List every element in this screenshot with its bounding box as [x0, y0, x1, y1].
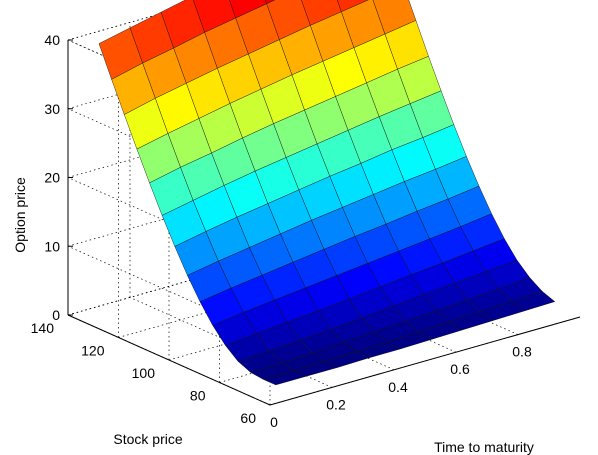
y-tick-label: 140 [31, 320, 55, 336]
surface-layer [98, 0, 556, 386]
y-tick-label: 60 [240, 410, 256, 426]
grid-line [67, 314, 271, 406]
z-tick-label: 30 [44, 101, 60, 117]
y-axis-label: Stock price [113, 431, 182, 447]
x-tick-label: 0.8 [512, 344, 532, 360]
x-tick-label: 0.4 [388, 379, 408, 395]
box-edge [269, 316, 581, 406]
x-tick-label: 0.6 [450, 361, 470, 377]
y-tick-label: 120 [81, 343, 105, 359]
z-tick-label: 40 [44, 32, 60, 48]
z-tick-label: 0 [52, 307, 60, 323]
x-tick-label: 0 [270, 414, 278, 430]
z-axis-label: Option price [12, 177, 28, 253]
z-tick-label: 10 [44, 238, 60, 254]
y-tick-label: 80 [190, 388, 206, 404]
x-axis-label: Time to maturity [434, 439, 534, 455]
z-tick-label: 20 [44, 170, 60, 186]
x-tick-label: 0.2 [326, 396, 346, 412]
surface-patch [262, 370, 308, 386]
y-tick-label: 100 [132, 365, 156, 381]
box-edge [67, 39, 271, 131]
